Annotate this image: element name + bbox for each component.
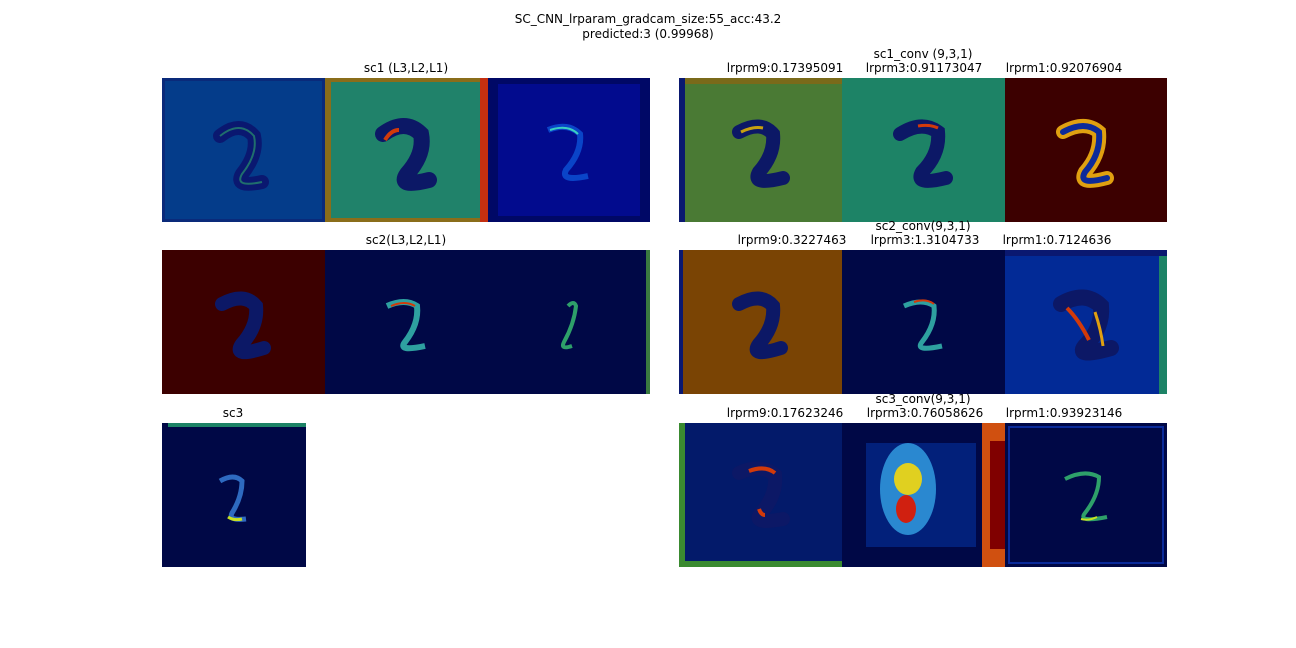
sc2-conv-heatmap-3 (1005, 250, 1167, 394)
sc3-conv-label-2: lrprm3:0.76058626 (866, 406, 984, 420)
figure-title: SC_CNN_lrparam_gradcam_size:55_acc:43.2 (514, 12, 782, 26)
sc1-conv-heatmap-1 (679, 78, 842, 222)
sc1-title: sc1 (L3,L2,L1) (363, 61, 449, 75)
sc1-conv-label-2: lrprm3:0.91173047 (865, 61, 983, 75)
sc2-conv-title: sc2_conv(9,3,1) (875, 219, 971, 233)
sc2-heatmap-panel (162, 250, 650, 394)
sc1-conv-heatmap-2 (842, 78, 1005, 222)
sc3-conv-heatmap-1 (679, 423, 842, 567)
sc2-conv-label-1: lrprm9:0.3227463 (737, 233, 847, 247)
sc2-title: sc2(L3,L2,L1) (365, 233, 447, 247)
sc3-conv-title: sc3_conv(9,3,1) (875, 392, 971, 406)
sc2-conv-label-3: lrprm1:0.7124636 (1002, 233, 1112, 247)
sc2-conv-heatmap-1 (679, 250, 842, 394)
sc3-conv-label-1: lrprm9:0.17623246 (726, 406, 844, 420)
sc2-conv-heatmap-panel (679, 250, 1167, 394)
sc3-heatmap (162, 423, 306, 567)
sc1-conv-title: sc1_conv (9,3,1) (873, 47, 973, 61)
sc1-heatmap-panel (162, 78, 650, 222)
sc1-heatmap-1 (162, 78, 325, 222)
sc3-title: sc3 (222, 406, 244, 420)
sc3-conv-heatmap-3 (1005, 423, 1167, 567)
sc3-conv-heatmap-panel (679, 423, 1167, 567)
sc2-heatmap-1 (162, 250, 325, 394)
sc1-conv-heatmap-panel (679, 78, 1167, 222)
sc1-conv-label-1: lrprm9:0.17395091 (726, 61, 844, 75)
sc2-conv-label-2: lrprm3:1.3104733 (870, 233, 980, 247)
sc1-conv-label-3: lrprm1:0.92076904 (1005, 61, 1123, 75)
sc3-conv-heatmap-2 (842, 423, 1005, 567)
sc3-conv-label-3: lrprm1:0.93923146 (1005, 406, 1123, 420)
sc2-heatmap-3 (488, 250, 650, 394)
figure-subtitle: predicted:3 (0.99968) (582, 27, 714, 41)
sc2-conv-heatmap-2 (842, 250, 1005, 394)
sc1-heatmap-3 (488, 78, 650, 222)
sc1-conv-heatmap-3 (1005, 78, 1167, 222)
sc1-heatmap-2 (325, 78, 488, 222)
sc2-heatmap-2 (325, 250, 488, 394)
